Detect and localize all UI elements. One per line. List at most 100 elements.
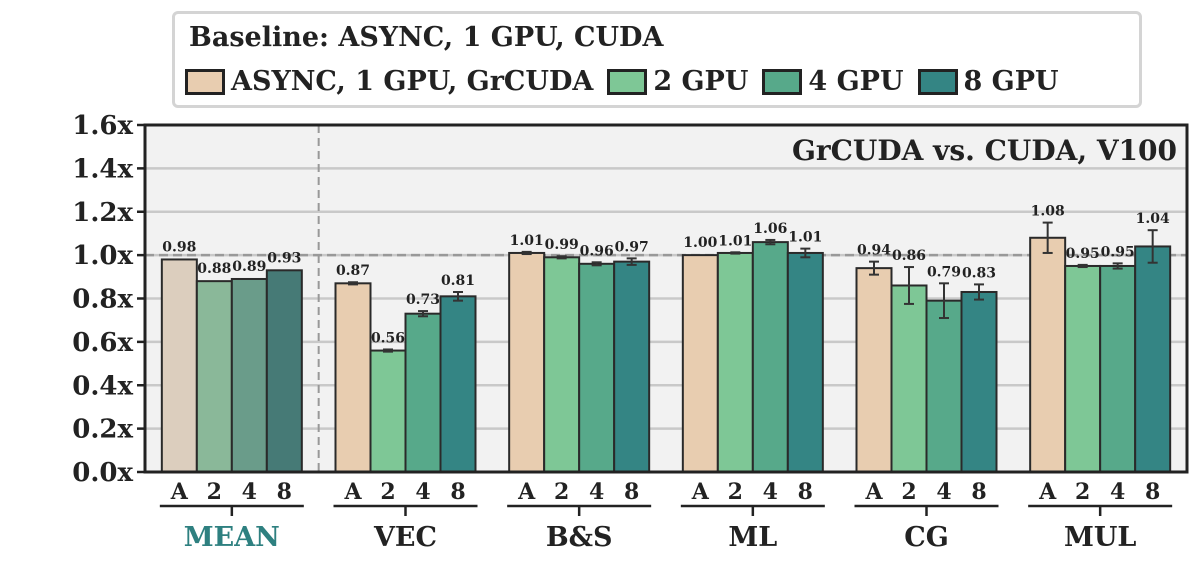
bar [578, 262, 616, 473]
bar [1064, 264, 1102, 473]
legend-label: 2 GPU [653, 66, 749, 97]
bar [543, 256, 581, 474]
y-tick-label: 0.6x [72, 328, 133, 358]
plot-frame [143, 123, 1189, 474]
legend-swatch-2gpu [607, 68, 648, 95]
data-label: 0.99 [545, 237, 579, 253]
data-label: 0.89 [232, 259, 266, 275]
data-label: 0.88 [197, 261, 231, 277]
bar [960, 290, 998, 473]
bar-tick-label: 4 [415, 479, 430, 505]
group-label: MEAN [184, 522, 280, 553]
data-label: 0.56 [371, 330, 405, 346]
bar [613, 260, 651, 473]
bar [334, 282, 372, 473]
y-tick-label: 0.0x [72, 458, 133, 488]
data-label: 0.73 [406, 292, 440, 308]
bar [786, 251, 824, 473]
legend-swatch-async [185, 68, 225, 95]
bar [369, 349, 407, 473]
bar [751, 241, 789, 473]
bar [681, 254, 719, 473]
data-label: 1.04 [1136, 211, 1170, 227]
data-label: 0.95 [1101, 244, 1135, 260]
y-tick-label: 1.0x [72, 241, 133, 271]
bar [160, 258, 198, 473]
data-label: 0.81 [441, 273, 475, 289]
data-label: 0.79 [927, 264, 961, 280]
data-label: 1.06 [753, 221, 787, 237]
y-tick-label: 1.6x [72, 111, 133, 141]
bar-tick-label: 2 [380, 479, 395, 505]
legend-label: ASYNC, 1 GPU, GrCUDA [231, 66, 594, 97]
bar [439, 295, 477, 473]
data-label: 0.93 [267, 250, 301, 266]
bar [1029, 236, 1067, 473]
group-label: B&S [546, 522, 613, 553]
bar-tick-label: 4 [763, 479, 778, 505]
bar-tick-label: 8 [450, 479, 465, 505]
bar [1134, 245, 1172, 473]
bar-tick-label: 4 [589, 479, 604, 505]
bar-tick-label: 2 [554, 479, 569, 505]
legend-label: 8 GPU [963, 66, 1059, 97]
bar-tick-label: 2 [1075, 479, 1090, 505]
bar [265, 269, 303, 473]
y-tick-label: 0.8x [72, 285, 133, 315]
data-label: 0.94 [857, 243, 891, 259]
bar-tick-label: 2 [207, 479, 222, 505]
data-label: 0.97 [615, 239, 649, 255]
bar-tick-label: 8 [971, 479, 986, 505]
y-tick-label: 1.2x [72, 198, 133, 228]
group-label: VEC [373, 522, 437, 553]
bar-tick-label: 8 [624, 479, 639, 505]
group-label: CG [904, 522, 949, 553]
bar-tick-label: A [343, 479, 362, 505]
bar [230, 277, 268, 474]
bar-tick-label: 2 [728, 479, 743, 505]
bar [508, 251, 546, 473]
legend-label: 4 GPU [808, 66, 904, 97]
y-tick-label: 0.2x [72, 415, 133, 445]
legend-title: Baseline: ASYNC, 1 GPU, CUDA [189, 22, 664, 53]
bar-tick-label: 4 [936, 479, 951, 505]
data-label: 1.01 [718, 233, 752, 249]
data-label: 0.98 [162, 239, 196, 255]
bar [404, 312, 442, 473]
y-tick-label: 1.4x [72, 154, 133, 184]
legend-item-8gpu: 8 GPU [917, 66, 1059, 97]
bar [716, 251, 754, 473]
bar [195, 280, 233, 473]
data-label: 0.96 [580, 243, 614, 259]
bar-tick-label: 2 [901, 479, 916, 505]
data-label: 1.00 [683, 235, 717, 251]
bar [890, 284, 928, 473]
bar [925, 299, 963, 474]
data-label: 0.95 [1066, 246, 1100, 262]
bar-tick-label: 4 [1110, 479, 1125, 505]
bar-tick-label: 8 [1145, 479, 1160, 505]
data-label: 1.01 [788, 230, 822, 246]
bar-tick-label: A [691, 479, 710, 505]
chart-title: GrCUDA vs. CUDA, V100 [792, 134, 1177, 167]
data-label: 0.87 [336, 263, 370, 279]
legend-item-4gpu: 4 GPU [762, 66, 904, 97]
bar-tick-label: A [517, 479, 536, 505]
legend-swatch-8gpu [917, 68, 958, 95]
data-label: 0.83 [962, 265, 996, 281]
legend: Baseline: ASYNC, 1 GPU, CUDA ASYNC, 1 GP… [172, 11, 1142, 108]
group-label: MUL [1064, 522, 1136, 553]
data-label: 0.86 [892, 248, 926, 264]
bar-tick-label: 4 [242, 479, 257, 505]
data-label: 1.01 [510, 233, 544, 249]
legend-item-2gpu: 2 GPU [607, 66, 748, 97]
bar-tick-label: A [864, 479, 883, 505]
bar [855, 267, 893, 474]
legend-item-async-1gpu: ASYNC, 1 GPU, GrCUDA [185, 66, 593, 97]
bar-tick-label: 8 [798, 479, 813, 505]
legend-items: ASYNC, 1 GPU, GrCUDA 2 GPU 4 GPU 8 GPU [185, 66, 1073, 97]
bar-tick-label: 8 [277, 479, 292, 505]
y-tick-label: 0.4x [72, 371, 133, 401]
legend-swatch-4gpu [762, 68, 803, 95]
